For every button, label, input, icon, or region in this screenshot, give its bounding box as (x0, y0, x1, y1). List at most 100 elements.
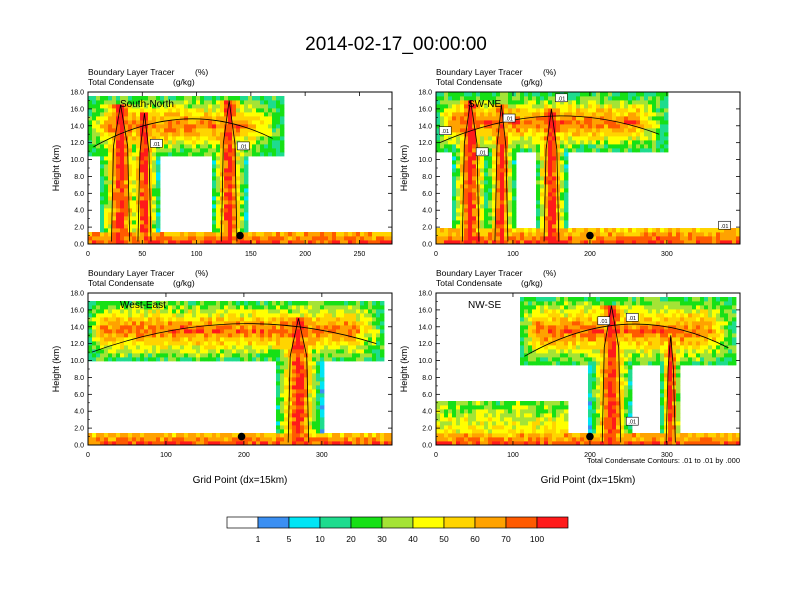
field-cell (456, 180, 461, 185)
field-cell (372, 325, 377, 330)
field-cell (592, 240, 597, 245)
field-cell (480, 196, 485, 201)
field-cell (488, 212, 493, 217)
field-cell (276, 405, 281, 410)
field-cell (272, 329, 277, 334)
field-cell (284, 329, 289, 334)
field-cell (600, 144, 605, 149)
field-cell (320, 417, 325, 422)
field-cell (464, 220, 469, 225)
field-cell (212, 232, 217, 237)
field-cell (248, 341, 253, 346)
field-cell (132, 136, 137, 141)
field-cell (632, 108, 637, 113)
field-cell (504, 220, 509, 225)
field-cell (168, 128, 173, 133)
field-cell (484, 216, 489, 221)
field-cell (212, 112, 217, 117)
panel-subtitle-2: Total Condensate (88, 77, 154, 87)
field-cell (148, 108, 153, 113)
field-cell (256, 112, 261, 117)
field-cell (480, 425, 485, 430)
field-cell (320, 365, 325, 370)
field-cell (160, 232, 165, 237)
field-cell (492, 200, 497, 205)
field-cell (232, 132, 237, 137)
field-cell (376, 433, 381, 438)
field-cell (100, 341, 105, 346)
field-cell (228, 124, 233, 129)
field-cell (240, 317, 245, 322)
field-cell (468, 441, 473, 446)
field-cell (576, 136, 581, 141)
field-cell (584, 92, 589, 97)
field-cell (116, 437, 121, 442)
field-cell (564, 188, 569, 193)
field-cell (544, 164, 549, 169)
field-cell (476, 236, 481, 241)
field-cell (628, 92, 633, 97)
field-cell (132, 180, 137, 185)
field-cell (556, 112, 561, 117)
field-cell (360, 305, 365, 310)
field-cell (128, 333, 133, 338)
field-cell (460, 124, 465, 129)
field-cell (232, 224, 237, 229)
field-cell (244, 188, 249, 193)
field-cell (528, 116, 533, 121)
field-cell (440, 232, 445, 237)
field-cell (120, 120, 125, 125)
field-cell (244, 156, 249, 161)
field-cell (172, 437, 177, 442)
field-cell (312, 421, 317, 426)
field-cell (240, 349, 245, 354)
field-cell (256, 337, 261, 342)
field-cell (100, 152, 105, 157)
field-cell (288, 317, 293, 322)
field-cell (180, 132, 185, 137)
field-cell (168, 100, 173, 105)
field-cell (244, 220, 249, 225)
field-cell (500, 92, 505, 97)
field-cell (108, 301, 113, 306)
field-cell (476, 168, 481, 173)
field-cell (176, 108, 181, 113)
field-cell (356, 317, 361, 322)
field-cell (452, 208, 457, 213)
field-cell (216, 228, 221, 233)
field-cell (108, 104, 113, 109)
field-cell (464, 228, 469, 233)
field-cell (284, 409, 289, 414)
field-cell (116, 228, 121, 233)
field-cell (180, 140, 185, 145)
field-cell (296, 421, 301, 426)
field-cell (300, 433, 305, 438)
field-cell (148, 228, 153, 233)
field-cell (116, 112, 121, 117)
field-cell (596, 108, 601, 113)
field-cell (492, 128, 497, 133)
field-cell (348, 317, 353, 322)
field-cell (500, 104, 505, 109)
field-cell (232, 309, 237, 314)
field-cell (136, 112, 141, 117)
field-cell (220, 329, 225, 334)
field-cell (472, 132, 477, 137)
field-cell (120, 156, 125, 161)
field-cell (472, 441, 477, 446)
field-cell (500, 148, 505, 153)
field-cell (476, 120, 481, 125)
field-cell (252, 240, 257, 245)
field-cell (276, 373, 281, 378)
field-cell (572, 116, 577, 121)
field-cell (500, 124, 505, 129)
field-cell (124, 337, 129, 342)
field-cell (496, 140, 501, 145)
field-cell (528, 240, 533, 245)
field-cell (228, 345, 233, 350)
field-cell (548, 112, 553, 117)
field-cell (556, 172, 561, 177)
field-cell (220, 172, 225, 177)
field-cell (92, 96, 97, 101)
field-cell (484, 144, 489, 149)
